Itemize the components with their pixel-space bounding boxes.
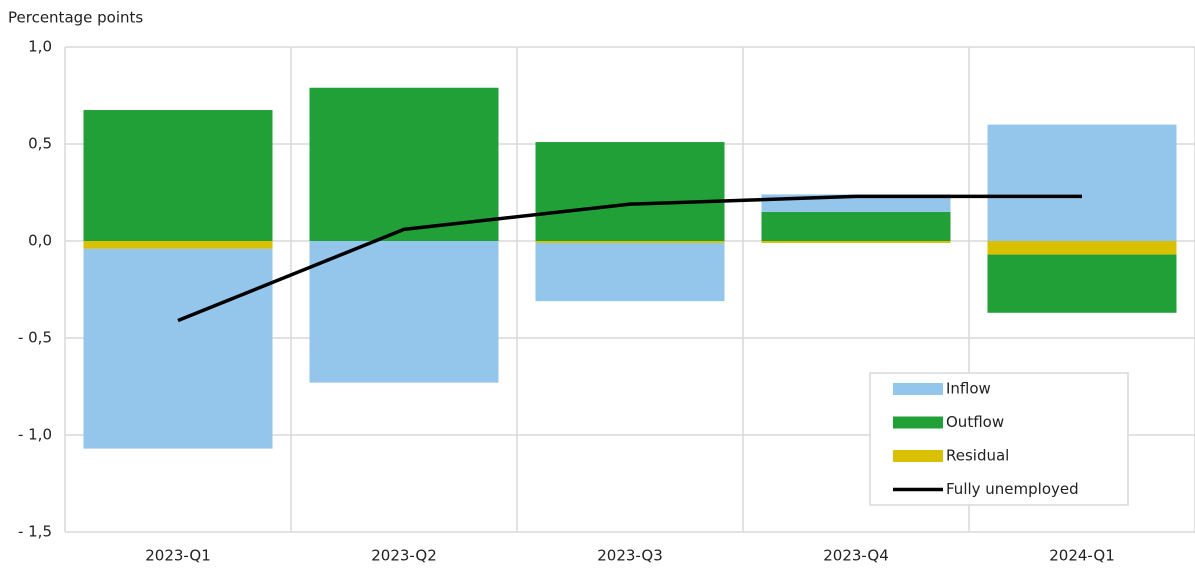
axis-label: Percentage points <box>8 9 143 27</box>
bar <box>987 254 1177 313</box>
x-tick-label: 2023-Q4 <box>823 547 889 565</box>
bar <box>535 241 725 243</box>
y-tick-label: - 1,0 <box>18 426 52 444</box>
bar <box>761 241 951 243</box>
x-tick-label: 2024-Q1 <box>1049 547 1115 565</box>
bar <box>535 142 725 241</box>
legend-swatch <box>893 450 943 462</box>
bar <box>761 211 951 241</box>
bar <box>535 242 725 302</box>
legend-label: Inflow <box>946 380 991 398</box>
legend-label: Residual <box>946 447 1009 465</box>
legend-label: Fully unemployed <box>946 480 1079 498</box>
y-tick-label: 0,0 <box>28 232 52 250</box>
y-tick-label: 0,5 <box>28 135 52 153</box>
x-tick-label: 2023-Q2 <box>371 547 437 565</box>
bar <box>83 248 273 449</box>
legend-label: Outflow <box>946 413 1004 431</box>
line-series <box>177 194 1082 323</box>
bar <box>987 124 1177 241</box>
legend-swatch <box>893 416 943 429</box>
x-tick-label: 2023-Q3 <box>597 547 663 565</box>
y-tick-label: 1,0 <box>28 38 52 56</box>
bar <box>987 241 1177 255</box>
bar <box>83 110 273 241</box>
x-tick-label: 2023-Q1 <box>145 547 211 565</box>
bar <box>309 241 499 383</box>
y-tick-label: - 0,5 <box>18 329 52 347</box>
bar <box>309 87 499 242</box>
bar <box>83 241 273 249</box>
y-tick-label: - 1,5 <box>18 523 52 541</box>
legend-swatch <box>893 383 943 395</box>
